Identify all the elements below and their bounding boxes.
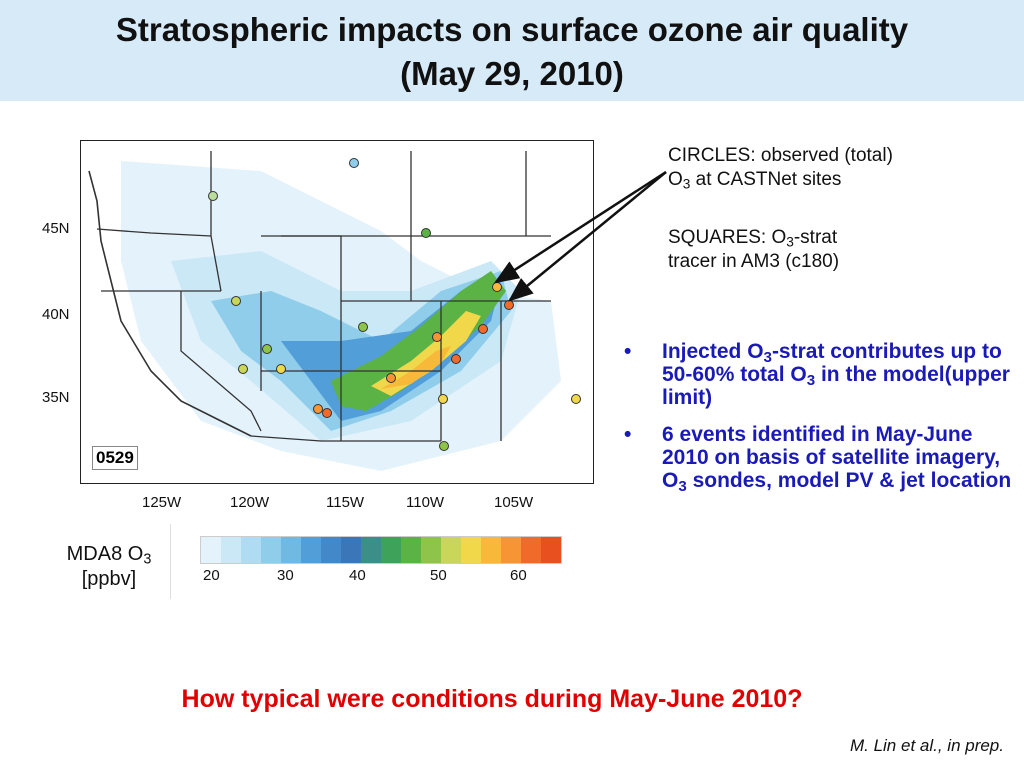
colorbar-title-sub: 3 (143, 551, 152, 568)
colorbar-cell (361, 537, 381, 563)
question-text: How typical were conditions during May-J… (181, 685, 803, 713)
lon-label-105w: 105W (494, 494, 534, 511)
castnet-site-circle (322, 408, 332, 418)
castnet-site-circle (451, 354, 461, 364)
colorbar-tick: 50 (430, 567, 447, 584)
lat-label-45n: 45N (42, 220, 70, 237)
colorbar-cell (281, 537, 301, 563)
colorbar-title: MDA8 O3 [ppbv] (48, 542, 170, 592)
date-label: 0529 (92, 446, 138, 470)
annotation-squares-line2: tracer in AM3 (c180) (668, 251, 840, 272)
colorbar-cell (541, 537, 561, 563)
colorbar-cell (501, 537, 521, 563)
colorbar-tick: 20 (203, 567, 220, 584)
castnet-site-circle (349, 158, 359, 168)
annotation-squares-line1: SQUARES: O3-strat (668, 227, 838, 250)
castnet-site-circle (386, 373, 396, 383)
castnet-site-circle (439, 441, 449, 451)
colorbar-cell (341, 537, 361, 563)
colorbar-cell (521, 537, 541, 563)
bullet-dot: • (624, 423, 632, 446)
citation: M. Lin et al., in prep. (849, 736, 1004, 755)
border-nv-ca (180, 291, 262, 432)
ozone-field-orange (381, 346, 451, 389)
bullet-item: • 6 events identified in May-June 2010 o… (624, 423, 1012, 495)
colorbar-cell (321, 537, 341, 563)
colorbar-cell (421, 537, 441, 563)
colorbar-title-main: MDA8 O (66, 543, 144, 565)
bullet-item: • Injected O3-strat contributes up to 50… (624, 340, 1010, 409)
colorbar-cell (481, 537, 501, 563)
colorbar-cell (441, 537, 461, 563)
lon-label-115w: 115W (326, 494, 365, 511)
ozone-field-yellow (371, 311, 481, 396)
state-borders (88, 151, 551, 442)
castnet-site-circle (276, 364, 286, 374)
map-svg (88, 151, 581, 471)
annotation-circles: CIRCLES: observed (total) O3 at CASTNet … (668, 144, 893, 192)
slide-title: Stratospheric impacts on surface ozone a… (0, 8, 1024, 96)
castnet-site-circle (571, 394, 581, 404)
ozone-map: 45N 40N 35N (42, 128, 604, 528)
castnet-site-circle (421, 228, 431, 238)
colorbar-tick: 60 (510, 567, 527, 584)
annotation-circles-line1: CIRCLES: observed (total) (668, 145, 893, 166)
castnet-site-circle (208, 191, 218, 201)
castnet-circles (208, 158, 581, 451)
border-wa-or (96, 228, 212, 237)
map-frame (80, 140, 594, 484)
colorbar-tick: 40 (349, 567, 366, 584)
colorbar-cell (201, 537, 221, 563)
lon-label-120w: 120W (230, 494, 270, 511)
castnet-site-circle (478, 324, 488, 334)
castnet-site-circle (432, 332, 442, 342)
annotation-squares: SQUARES: O3-strat tracer in AM3 (c180) (668, 226, 839, 274)
coastline (88, 170, 252, 437)
colorbar-cell (221, 537, 241, 563)
colorbar-cell (301, 537, 321, 563)
annotation-circles-line2: O3 at CASTNet sites (668, 169, 842, 192)
title-line-2: (May 29, 2010) (400, 55, 624, 92)
lon-label-110w: 110W (406, 494, 445, 511)
castnet-site-circle (262, 344, 272, 354)
arrow-to-square (508, 171, 667, 302)
colorbar (200, 536, 562, 564)
arrow-to-circle (493, 170, 667, 284)
colorbar-cell (241, 537, 261, 563)
colorbar-cell (261, 537, 281, 563)
castnet-site-circle (231, 296, 241, 306)
lat-label-40n: 40N (42, 306, 70, 323)
colorbar-cell (461, 537, 481, 563)
bullet-list: • Injected O3-strat contributes up to 50… (624, 340, 1014, 506)
border-id-west (210, 151, 222, 292)
lon-label-125w: 125W (142, 494, 182, 511)
bullet-dot: • (624, 340, 632, 363)
title-line-1: Stratospheric impacts on surface ozone a… (115, 11, 909, 48)
ozone-field-green (331, 271, 506, 411)
colorbar-tick: 30 (277, 567, 294, 584)
colorbar-cell (381, 537, 401, 563)
castnet-site-circle (313, 404, 323, 414)
colorbar-unit: [ppbv] (81, 568, 137, 590)
castnet-site-circle (238, 364, 248, 374)
colorbar-cell (401, 537, 421, 563)
title-band: Stratospheric impacts on surface ozone a… (0, 0, 1024, 101)
castnet-site-circle (358, 322, 368, 332)
border-mexico (250, 435, 441, 442)
castnet-site-circle (438, 394, 448, 404)
lat-label-35n: 35N (42, 389, 70, 406)
